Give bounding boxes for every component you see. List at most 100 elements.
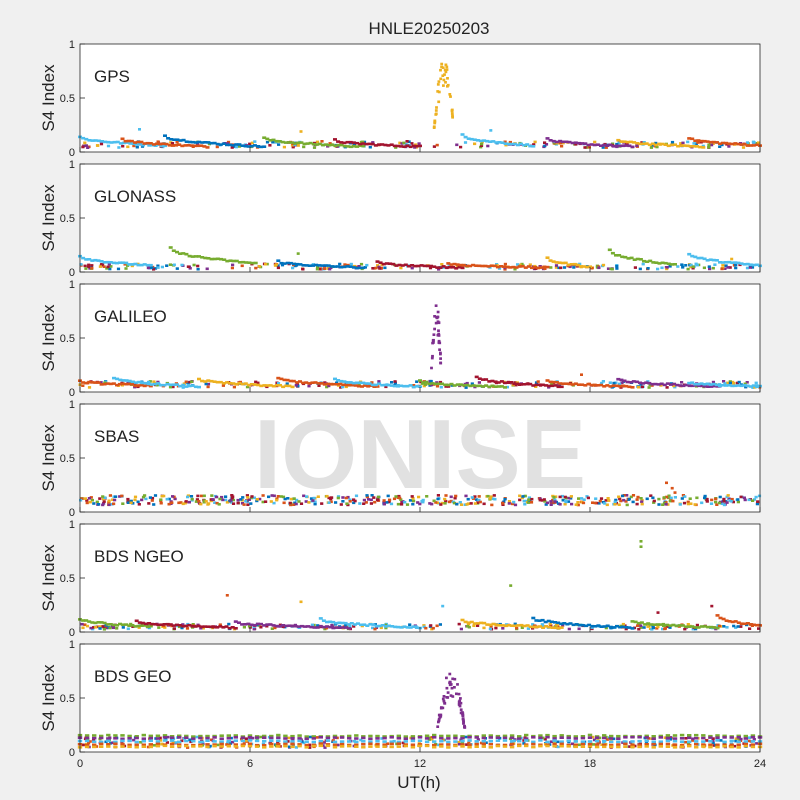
y-tick-label: 0.5 bbox=[60, 453, 75, 465]
scatter-point bbox=[546, 619, 551, 623]
scatter-point bbox=[111, 741, 115, 744]
scatter-point bbox=[580, 745, 586, 748]
scatter-point bbox=[325, 620, 329, 624]
scatter-point bbox=[318, 736, 323, 739]
scatter-point bbox=[688, 145, 693, 148]
scatter-point bbox=[254, 380, 258, 384]
scatter-point bbox=[666, 496, 671, 500]
scatter-point bbox=[467, 741, 471, 745]
scatter-point bbox=[437, 719, 441, 722]
scatter-point bbox=[630, 386, 635, 389]
scatter-point bbox=[748, 263, 753, 266]
scatter-point bbox=[507, 624, 511, 627]
scatter-point bbox=[115, 624, 119, 627]
scatter-point bbox=[700, 384, 704, 388]
scatter-point bbox=[402, 384, 407, 388]
scatter-point bbox=[531, 616, 536, 620]
scatter-point bbox=[378, 267, 382, 270]
x-axis-label: UT(h) bbox=[397, 773, 440, 792]
scatter-point bbox=[191, 739, 196, 743]
scatter-point bbox=[364, 501, 368, 504]
scatter-point bbox=[602, 743, 607, 747]
scatter-point bbox=[470, 382, 474, 385]
scatter-point bbox=[662, 624, 666, 627]
scatter-point bbox=[376, 495, 380, 499]
scatter-point bbox=[120, 734, 125, 737]
y-tick-label: 1 bbox=[69, 279, 75, 291]
scatter-point bbox=[658, 740, 663, 743]
scatter-point bbox=[522, 742, 526, 745]
scatter-point bbox=[474, 745, 479, 748]
scatter-point bbox=[545, 137, 550, 140]
scatter-point bbox=[165, 741, 169, 744]
scatter-point bbox=[99, 745, 104, 748]
scatter-point bbox=[728, 380, 732, 383]
scatter-point bbox=[168, 623, 173, 626]
scatter-point bbox=[146, 382, 151, 386]
scatter-point bbox=[461, 717, 465, 721]
scatter-point bbox=[609, 738, 613, 742]
scatter-point bbox=[583, 384, 588, 387]
scatter-point bbox=[240, 736, 246, 739]
scatter-point bbox=[431, 354, 434, 358]
scatter-point bbox=[220, 495, 224, 499]
scatter-point bbox=[440, 501, 444, 505]
scatter-point bbox=[250, 141, 254, 145]
scatter-point bbox=[551, 380, 556, 384]
scatter-point bbox=[138, 128, 141, 131]
scatter-point bbox=[424, 744, 430, 748]
scatter-point bbox=[355, 266, 359, 270]
scatter-point bbox=[558, 139, 563, 143]
scatter-point bbox=[226, 739, 231, 743]
scatter-point bbox=[505, 265, 510, 269]
scatter-point bbox=[202, 499, 206, 502]
scatter-point bbox=[690, 384, 695, 388]
scatter-point bbox=[175, 623, 179, 627]
scatter-point bbox=[181, 623, 185, 626]
scatter-point bbox=[339, 265, 344, 269]
scatter-point bbox=[335, 736, 339, 740]
scatter-point bbox=[281, 385, 286, 389]
scatter-point bbox=[333, 265, 337, 268]
scatter-point bbox=[361, 745, 366, 749]
scatter-point bbox=[417, 495, 421, 499]
scatter-point bbox=[736, 625, 740, 628]
scatter-point bbox=[99, 740, 104, 744]
scatter-point bbox=[90, 621, 95, 624]
scatter-point bbox=[162, 739, 168, 742]
scatter-point bbox=[495, 265, 500, 269]
scatter-point bbox=[536, 380, 540, 383]
scatter-point bbox=[429, 379, 433, 383]
scatter-point bbox=[101, 625, 105, 628]
scatter-point bbox=[150, 266, 154, 270]
scatter-point bbox=[627, 626, 632, 629]
scatter-point bbox=[449, 694, 453, 697]
scatter-point bbox=[439, 736, 444, 740]
y-tick-label: 1 bbox=[69, 399, 75, 411]
scatter-point bbox=[477, 264, 482, 268]
scatter-point bbox=[134, 745, 139, 749]
scatter-point bbox=[507, 502, 511, 505]
scatter-point bbox=[231, 263, 235, 267]
scatter-point bbox=[726, 381, 730, 385]
scatter-point bbox=[438, 623, 442, 626]
scatter-point bbox=[739, 143, 744, 146]
scatter-point bbox=[93, 258, 98, 262]
scatter-point bbox=[583, 142, 588, 145]
scatter-point bbox=[649, 623, 654, 626]
scatter-point bbox=[311, 264, 315, 267]
scatter-point bbox=[137, 142, 142, 146]
scatter-point bbox=[396, 734, 401, 738]
scatter-point bbox=[686, 500, 690, 504]
scatter-point bbox=[147, 622, 152, 625]
scatter-point bbox=[255, 622, 260, 626]
axes-background bbox=[80, 404, 760, 512]
scatter-point bbox=[617, 144, 622, 148]
scatter-point bbox=[361, 381, 366, 385]
scatter-point bbox=[329, 265, 334, 268]
scatter-point bbox=[739, 622, 744, 625]
scatter-point bbox=[133, 262, 138, 266]
scatter-point bbox=[120, 137, 125, 141]
scatter-point bbox=[379, 266, 383, 270]
